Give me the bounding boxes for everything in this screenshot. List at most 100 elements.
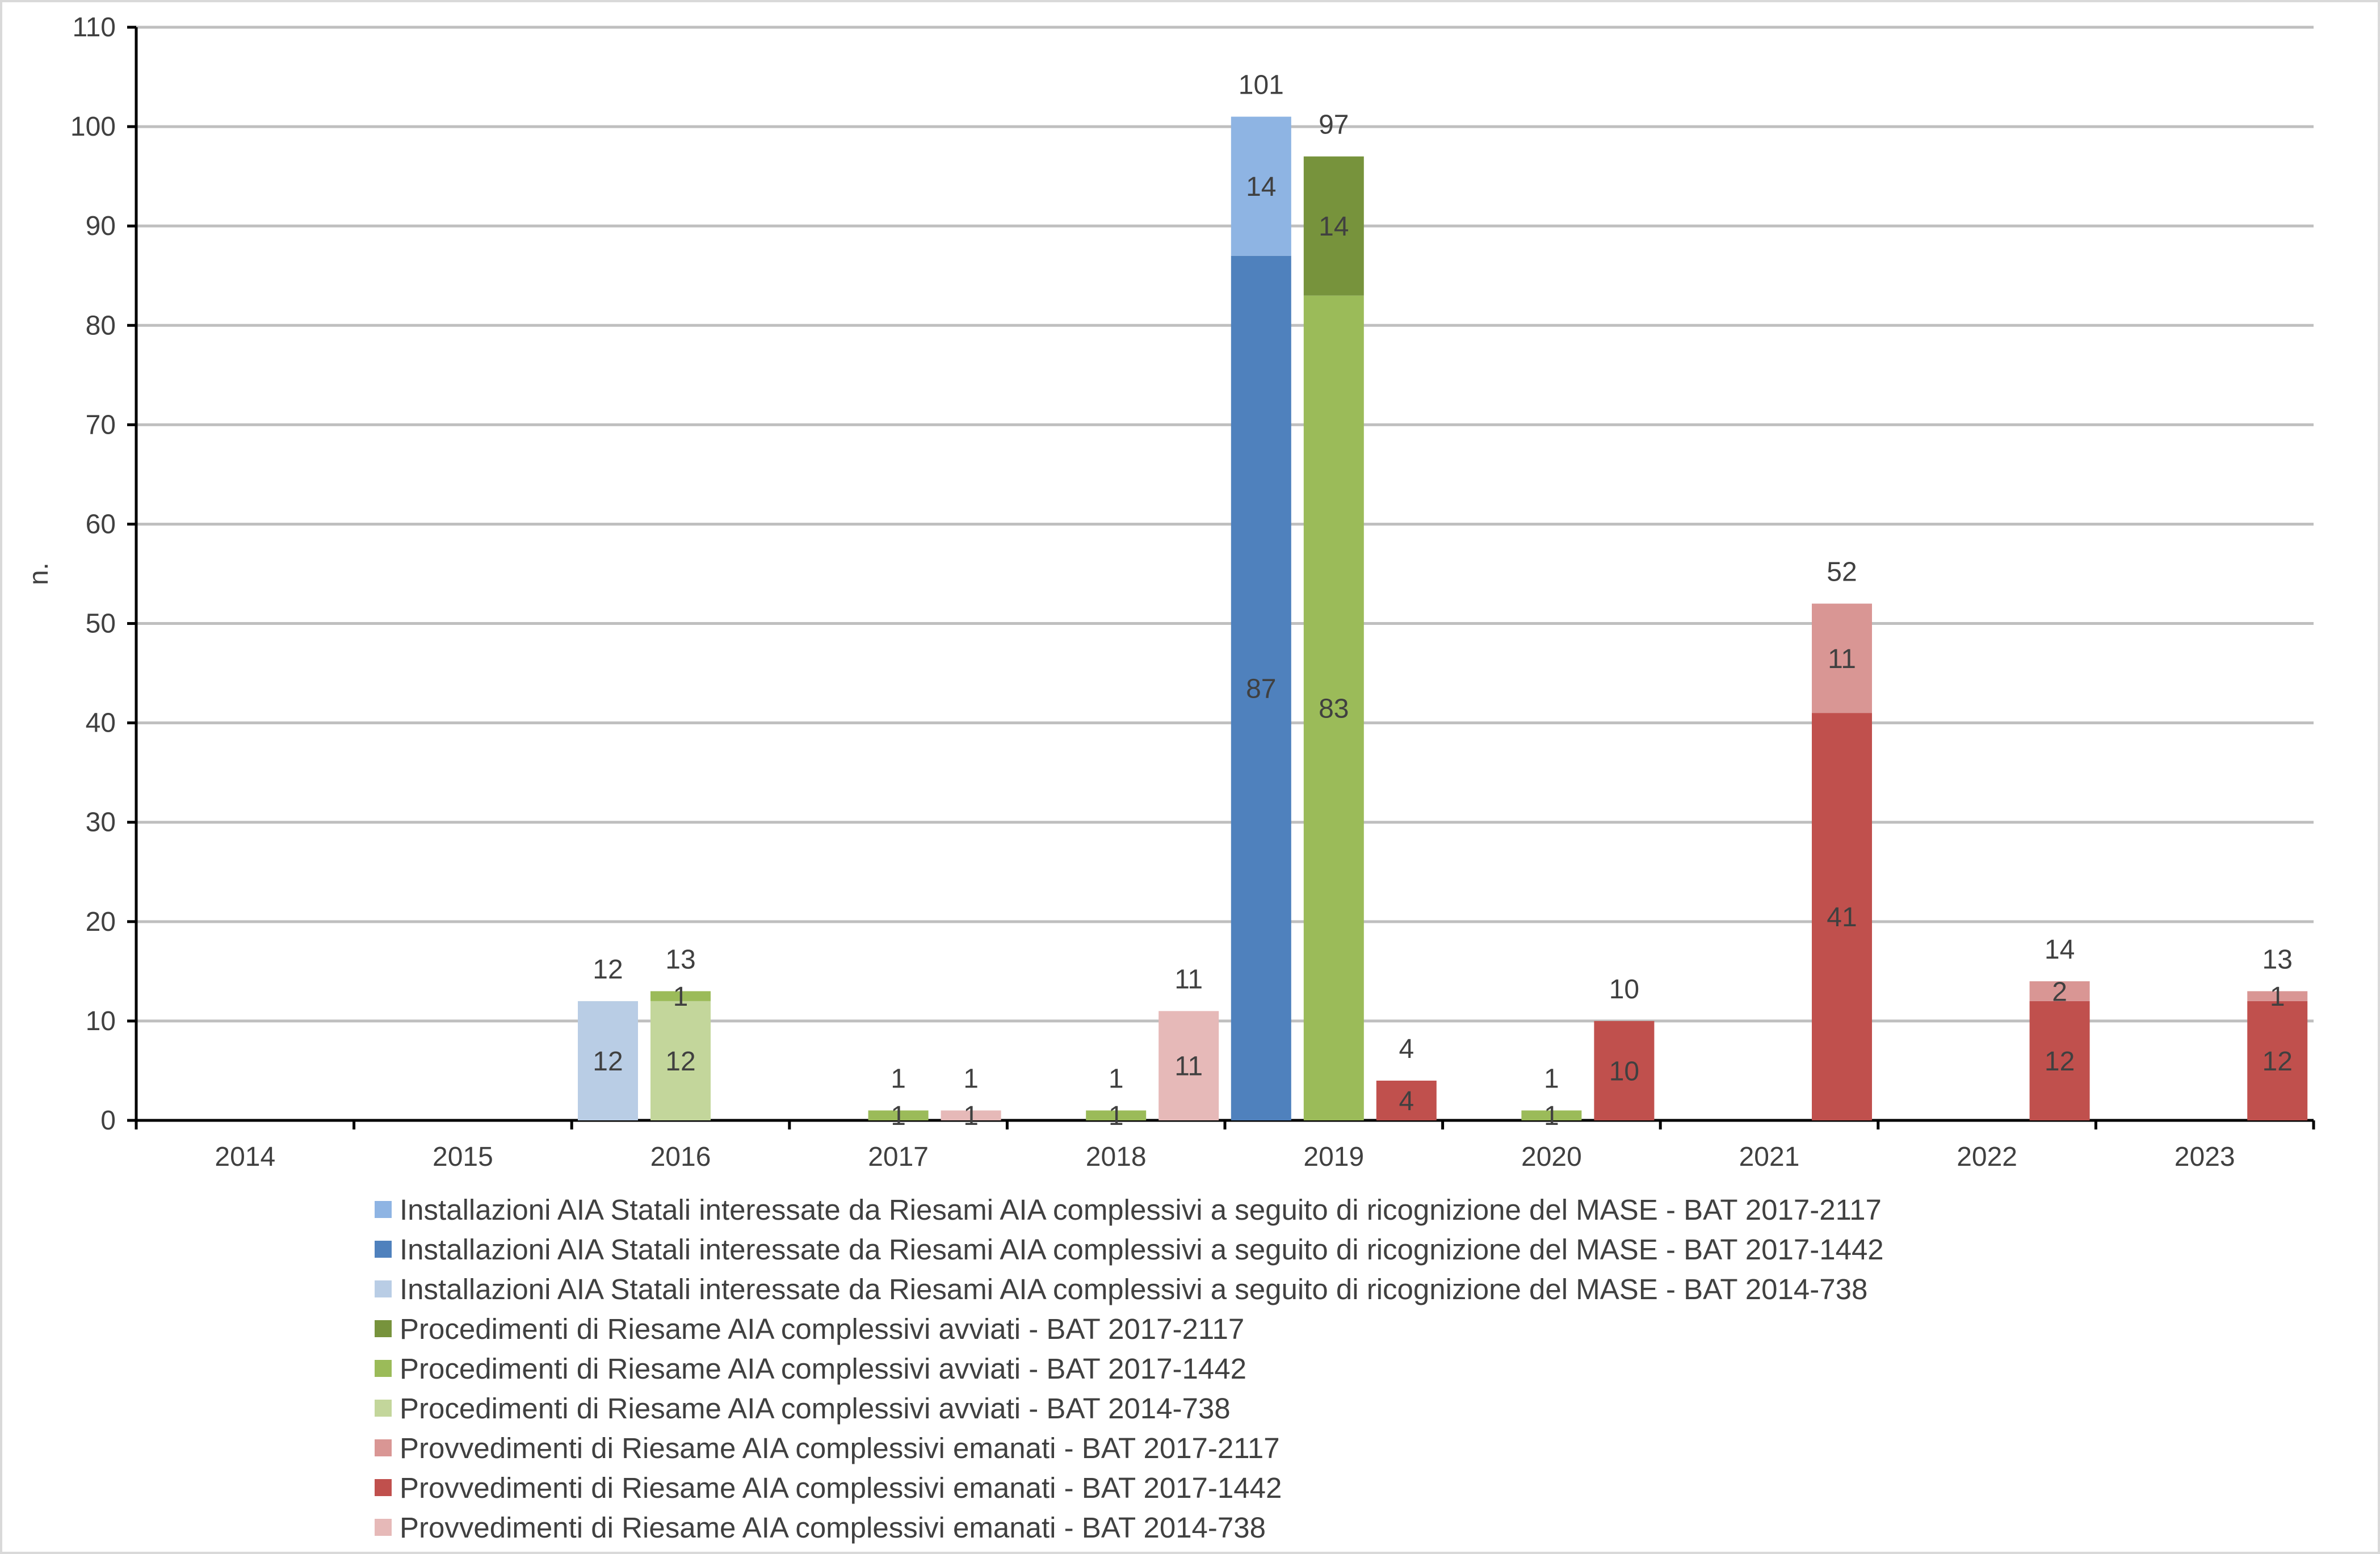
bar-segment (868, 1110, 929, 1120)
legend-item: Installazioni AIA Statali interessate da… (375, 1229, 1884, 1269)
data-label: 11 (1828, 644, 1856, 674)
data-label: 1 (673, 982, 689, 1012)
bar-segment (2247, 991, 2308, 1001)
y-tick-label: 100 (70, 112, 116, 142)
total-label: 13 (2263, 944, 2293, 975)
bar-segment (2247, 1001, 2308, 1120)
x-tick-label: 2022 (1957, 1142, 2017, 1172)
legend-swatch (375, 1479, 392, 1496)
x-tick-label: 2014 (215, 1142, 275, 1172)
total-label: 1 (1109, 1064, 1124, 1094)
data-label: 12 (665, 1047, 695, 1077)
y-tick-label: 110 (72, 12, 116, 43)
y-tick-label: 0 (100, 1106, 116, 1136)
x-tick-label: 2020 (1521, 1142, 1582, 1172)
y-tick-label: 90 (86, 211, 116, 241)
bar-segment (1303, 295, 1364, 1120)
data-label: 2 (2052, 977, 2067, 1007)
total-label: 1 (963, 1064, 979, 1094)
bar-segment (1158, 1011, 1219, 1120)
data-label: 14 (1319, 212, 1349, 242)
data-label: 1 (963, 1101, 979, 1131)
data-label: 87 (1246, 674, 1276, 704)
total-label: 1 (891, 1064, 906, 1094)
legend-swatch (375, 1320, 392, 1337)
legend-item: Provvedimenti di Riesame AIA complessivi… (375, 1428, 1884, 1468)
bar-segment (1231, 116, 1291, 256)
total-label: 12 (593, 955, 623, 985)
legend-swatch (375, 1439, 392, 1456)
legend-label: Installazioni AIA Statali interessate da… (400, 1272, 1868, 1305)
data-label: 83 (1319, 694, 1349, 724)
total-label: 11 (1174, 964, 1203, 994)
x-tick-label: 2019 (1303, 1142, 1364, 1172)
data-label: 14 (1246, 172, 1276, 202)
bar-segment (650, 991, 711, 1001)
y-tick-label: 80 (86, 310, 116, 341)
bar-segment (1086, 1110, 1147, 1120)
legend-label: Provvedimenti di Riesame AIA complessivi… (400, 1431, 1280, 1464)
legend-item: Installazioni AIA Statali interessate da… (375, 1269, 1884, 1309)
total-label: 1 (1544, 1064, 1559, 1094)
data-label: 12 (2045, 1047, 2075, 1077)
data-label: 11 (1174, 1052, 1203, 1082)
bar-segment (1231, 255, 1291, 1120)
legend-label: Procedimenti di Riesame AIA complessivi … (400, 1392, 1231, 1425)
bar-segment (2029, 1001, 2090, 1120)
bar-segment (1376, 1080, 1437, 1120)
total-label: 101 (1239, 70, 1284, 100)
y-axis-title: n. (24, 562, 54, 585)
legend-item: Installazioni AIA Statali interessate da… (375, 1190, 1884, 1229)
data-label: 1 (1109, 1101, 1124, 1131)
y-tick-label: 40 (86, 708, 116, 738)
data-label: 1 (891, 1101, 906, 1131)
data-label: 10 (1609, 1056, 1639, 1086)
bar-segment (650, 1001, 711, 1120)
data-label: 4 (1399, 1086, 1414, 1116)
bar-segment (2029, 981, 2090, 1001)
legend-swatch (375, 1519, 392, 1536)
legend-label: Procedimenti di Riesame AIA complessivi … (400, 1312, 1245, 1345)
data-label: 1 (1544, 1101, 1559, 1131)
legend-label: Installazioni AIA Statali interessate da… (400, 1233, 1884, 1266)
bar-segment (1303, 156, 1364, 296)
legend-swatch (375, 1201, 392, 1218)
data-label: 41 (1827, 902, 1857, 933)
legend-item: Provvedimenti di Riesame AIA complessivi… (375, 1468, 1884, 1507)
bar-segment (578, 1001, 638, 1120)
bar-segment (1812, 603, 1872, 713)
legend-item: Procedimenti di Riesame AIA complessivi … (375, 1388, 1884, 1428)
legend-label: Provvedimenti di Riesame AIA complessivi… (400, 1471, 1282, 1504)
x-tick-label: 2016 (650, 1142, 711, 1172)
legend-swatch (375, 1241, 392, 1258)
legend: Installazioni AIA Statali interessate da… (375, 1190, 1884, 1547)
y-tick-label: 50 (86, 609, 116, 639)
x-tick-label: 2017 (868, 1142, 929, 1172)
x-tick-label: 2018 (1086, 1142, 1147, 1172)
data-label: 12 (2263, 1047, 2293, 1077)
bar-segment (1521, 1110, 1582, 1120)
data-label: 12 (593, 1047, 623, 1077)
x-tick-label: 2023 (2175, 1142, 2235, 1172)
total-label: 13 (665, 944, 695, 975)
legend-swatch (375, 1280, 392, 1297)
x-tick-label: 2021 (1739, 1142, 1800, 1172)
legend-swatch (375, 1400, 392, 1417)
y-tick-label: 70 (86, 410, 116, 440)
y-tick-label: 30 (86, 808, 116, 838)
bar-segment (1812, 713, 1872, 1120)
y-tick-label: 10 (86, 1006, 116, 1036)
total-label: 97 (1319, 110, 1349, 140)
legend-item: Procedimenti di Riesame AIA complessivi … (375, 1349, 1884, 1388)
legend-item: Provvedimenti di Riesame AIA complessivi… (375, 1507, 1884, 1547)
total-label: 4 (1399, 1034, 1414, 1064)
legend-label: Installazioni AIA Statali interessate da… (400, 1193, 1882, 1226)
legend-label: Procedimenti di Riesame AIA complessivi … (400, 1352, 1246, 1385)
y-tick-label: 60 (86, 509, 116, 539)
x-tick-label: 2015 (433, 1142, 493, 1172)
legend-label: Provvedimenti di Riesame AIA complessivi… (400, 1511, 1266, 1544)
data-label: 1 (2270, 982, 2285, 1012)
bar-segment (941, 1110, 1001, 1120)
